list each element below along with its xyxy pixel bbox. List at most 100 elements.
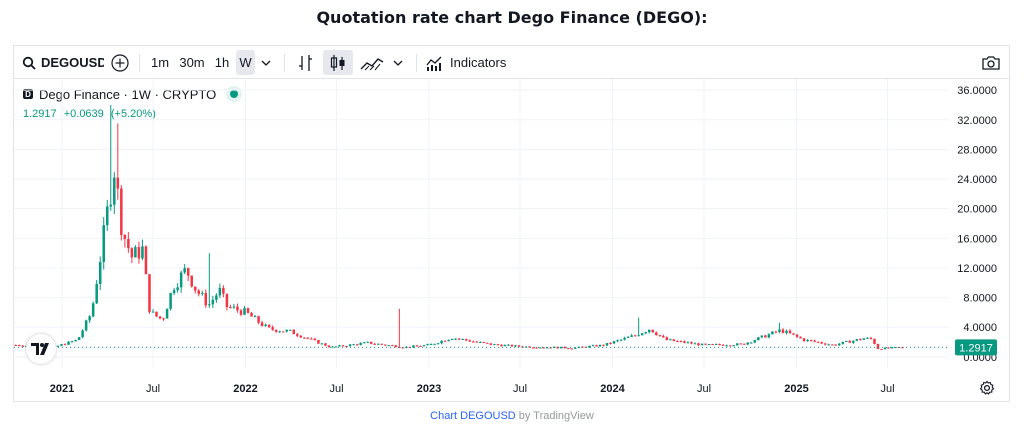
candle-body bbox=[412, 345, 415, 348]
candle-body bbox=[70, 341, 74, 343]
candle-body bbox=[637, 335, 640, 337]
candle-body bbox=[426, 344, 429, 346]
candle-body bbox=[257, 316, 260, 323]
y-tick-label: 8.0000 bbox=[963, 293, 997, 305]
candle-body bbox=[208, 304, 211, 306]
indicators-button[interactable]: Indicators bbox=[425, 50, 511, 75]
candle-body bbox=[753, 340, 757, 343]
price-readout: 1.2917 +0.0639 (+5.20%) bbox=[23, 108, 160, 120]
attribution-link[interactable]: Chart DEGOUSD bbox=[430, 410, 516, 422]
compare-button[interactable] bbox=[109, 50, 131, 75]
gear-icon bbox=[979, 380, 995, 395]
candle-body bbox=[250, 312, 253, 317]
y-tick-label: 28.0000 bbox=[957, 144, 997, 156]
candle-body bbox=[496, 344, 500, 346]
candle-body bbox=[274, 329, 278, 332]
candle-body bbox=[183, 268, 186, 273]
candle-body bbox=[137, 247, 141, 259]
interval-1m[interactable]: 1m bbox=[150, 55, 170, 70]
candle-body bbox=[672, 339, 676, 342]
candle-body bbox=[531, 347, 535, 349]
chart-settings-button[interactable] bbox=[979, 380, 995, 396]
candle-body bbox=[725, 345, 728, 347]
candle-body bbox=[433, 343, 436, 345]
candle-body bbox=[493, 344, 496, 346]
candle-body bbox=[482, 341, 486, 343]
candle-body bbox=[468, 340, 471, 342]
candle-body bbox=[324, 343, 327, 346]
candle-body bbox=[387, 345, 391, 347]
x-tick-label: Jul bbox=[881, 383, 895, 395]
candle-body bbox=[348, 344, 352, 347]
candle-body bbox=[595, 345, 598, 347]
candle-body bbox=[855, 339, 859, 341]
candle-body bbox=[669, 339, 672, 341]
candle-body bbox=[176, 287, 179, 291]
candle-body bbox=[806, 339, 809, 342]
y-tick-label: 36.0000 bbox=[957, 85, 997, 97]
candle-body bbox=[510, 344, 514, 347]
candle-body bbox=[514, 345, 517, 347]
x-tick-label: 2021 bbox=[50, 383, 74, 395]
candle-body bbox=[616, 340, 619, 342]
interval-30m[interactable]: 30m bbox=[179, 55, 205, 70]
candle-body bbox=[246, 308, 250, 313]
candle-body bbox=[222, 287, 225, 294]
tradingview-logo[interactable] bbox=[26, 334, 56, 364]
candles-style-button[interactable] bbox=[323, 50, 353, 75]
symbol-label: DEGOUSD bbox=[41, 55, 104, 70]
candle-body bbox=[355, 344, 359, 346]
chart-style-dropdown[interactable] bbox=[390, 50, 406, 75]
candle-body bbox=[134, 247, 137, 258]
candle-body bbox=[890, 347, 894, 349]
candle-body bbox=[144, 246, 148, 275]
candle-body bbox=[760, 335, 764, 338]
area-style-button[interactable] bbox=[358, 50, 386, 75]
candle-body bbox=[735, 343, 739, 346]
x-tick-label: Jul bbox=[146, 383, 160, 395]
candle-body bbox=[739, 343, 742, 345]
candle-body bbox=[489, 343, 493, 345]
candle-body bbox=[201, 292, 204, 294]
y-tick-label: 24.0000 bbox=[957, 174, 997, 186]
candle-body bbox=[190, 275, 193, 287]
candle-body bbox=[788, 330, 792, 334]
candle-body bbox=[630, 335, 633, 337]
snapshot-button[interactable] bbox=[978, 50, 1004, 75]
symbol-search[interactable]: DEGOUSD bbox=[22, 50, 104, 75]
camera-icon bbox=[982, 55, 1000, 70]
interval-1h[interactable]: 1h bbox=[214, 55, 230, 70]
attribution: Chart DEGOUSD by TradingView bbox=[0, 410, 1024, 422]
candle-body bbox=[447, 339, 450, 342]
candle-body bbox=[538, 347, 542, 349]
candle-body bbox=[67, 341, 70, 345]
candle-body bbox=[757, 337, 760, 341]
ohlc-bars-icon bbox=[299, 54, 312, 71]
interval-w[interactable]: W bbox=[236, 50, 255, 75]
candle-body bbox=[838, 343, 841, 346]
interval-dropdown[interactable] bbox=[258, 50, 274, 75]
x-tick-label: Jul bbox=[697, 383, 711, 395]
candle-body bbox=[651, 329, 655, 333]
candle-body bbox=[384, 344, 387, 346]
candle-body bbox=[278, 331, 281, 333]
candle-body bbox=[419, 346, 422, 348]
candle-body bbox=[109, 204, 113, 207]
price-chart[interactable]: 0.00004.00008.000012.000016.000020.00002… bbox=[14, 79, 1009, 401]
candle-body bbox=[429, 343, 433, 345]
candle-body bbox=[475, 341, 479, 343]
indicators-label: Indicators bbox=[450, 55, 507, 70]
x-tick-label: Jul bbox=[513, 383, 527, 395]
candle-body bbox=[486, 342, 489, 344]
candle-body bbox=[841, 341, 845, 344]
candle-body bbox=[852, 340, 855, 343]
candle-body bbox=[436, 343, 440, 345]
candle-body bbox=[331, 346, 334, 348]
candle-body bbox=[204, 292, 208, 306]
indicators-icon bbox=[426, 56, 442, 71]
candle-body bbox=[243, 308, 246, 315]
candle-body bbox=[285, 330, 288, 332]
candle-body bbox=[303, 337, 306, 339]
bars-style-button[interactable] bbox=[294, 50, 318, 75]
last-price: 1.2917 bbox=[23, 108, 57, 120]
